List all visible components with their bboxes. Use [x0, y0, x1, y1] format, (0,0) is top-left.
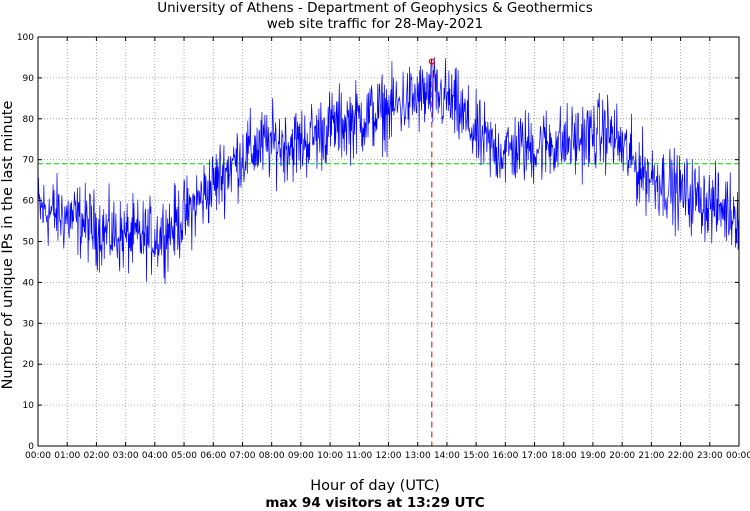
- x-tick-label: 00:00: [726, 451, 750, 461]
- x-tick-label: 18:00: [551, 451, 577, 461]
- x-tick-label: 08:00: [259, 451, 285, 461]
- chart-title: University of Athens - Department of Geo…: [157, 0, 593, 16]
- y-tick-label: 90: [23, 74, 35, 84]
- x-tick-label: 22:00: [668, 451, 694, 461]
- y-tick-label: 0: [28, 442, 34, 452]
- x-tick-label: 07:00: [229, 451, 255, 461]
- x-tick-label: 05:00: [171, 451, 197, 461]
- x-tick-label: 04:00: [142, 451, 168, 461]
- x-tick-label: 01:00: [54, 451, 80, 461]
- y-tick-label: 80: [23, 115, 35, 125]
- x-tick-label: 17:00: [522, 451, 548, 461]
- x-tick-label: 03:00: [113, 451, 139, 461]
- max-annotation: max 94 visitors at 13:29 UTC: [265, 495, 485, 511]
- x-tick-label: 11:00: [346, 451, 372, 461]
- x-tick-label: 14:00: [434, 451, 460, 461]
- max-marker: [428, 58, 435, 65]
- x-tick-label: 02:00: [83, 451, 109, 461]
- y-tick-label: 40: [23, 278, 35, 288]
- x-axis-label: Hour of day (UTC): [310, 478, 440, 494]
- y-tick-label: 100: [17, 33, 34, 43]
- x-tick-label: 15:00: [463, 451, 489, 461]
- x-tick-label: 23:00: [697, 451, 723, 461]
- x-tick-label: 16:00: [492, 451, 518, 461]
- y-tick-label: 70: [23, 156, 35, 166]
- plot-frame: [37, 36, 740, 447]
- chart-subtitle: web site traffic for 28-May-2021: [266, 16, 484, 32]
- x-tick-label: 00:00: [25, 451, 51, 461]
- x-tick-label: 20:00: [609, 451, 635, 461]
- y-tick-label: 50: [23, 238, 35, 248]
- x-tick-label: 09:00: [288, 451, 314, 461]
- y-tick-label: 20: [23, 360, 35, 370]
- x-tick-label: 12:00: [376, 451, 402, 461]
- y-tick-label: 30: [23, 319, 35, 329]
- x-tick-label: 06:00: [200, 451, 226, 461]
- x-tick-label: 10:00: [317, 451, 343, 461]
- x-tick-label: 13:00: [405, 451, 431, 461]
- y-tick-label: 10: [23, 401, 35, 411]
- visitors-line: [37, 57, 740, 285]
- x-tick-label: 21:00: [638, 451, 664, 461]
- y-tick-label: 60: [23, 197, 35, 207]
- x-tick-label: 19:00: [580, 451, 606, 461]
